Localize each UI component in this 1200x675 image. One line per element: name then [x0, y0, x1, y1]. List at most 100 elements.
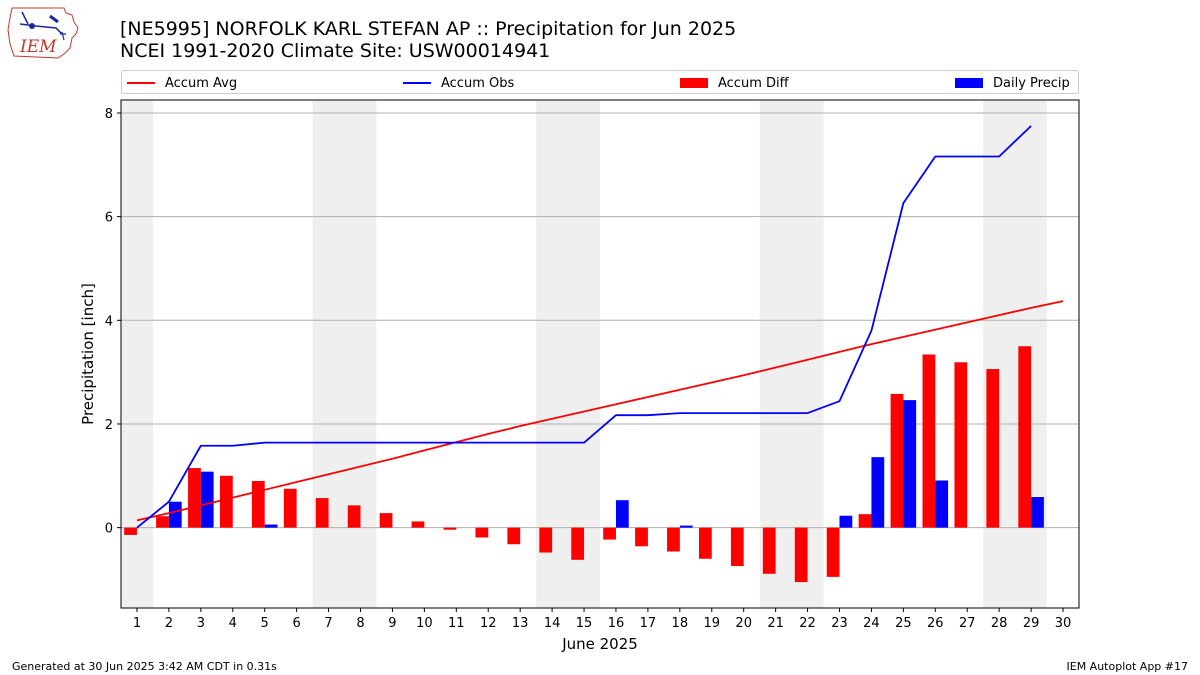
weekend-band: [312, 100, 377, 608]
x-axis-label: June 2025: [561, 635, 638, 653]
x-tick-label: 25: [895, 616, 912, 631]
bar-accum-diff: [539, 527, 553, 553]
bar-accum-diff: [283, 488, 297, 528]
bar-daily-precip: [679, 525, 693, 528]
bar-daily-precip: [615, 500, 629, 528]
y-axis-label: Precipitation [inch]: [79, 283, 97, 425]
footer-app: IEM Autoplot App #17: [1066, 660, 1189, 673]
bar-accum-diff: [571, 527, 585, 560]
line-accum-obs: [136, 125, 1032, 529]
bar-daily-precip: [839, 515, 853, 528]
bar-daily-precip: [264, 524, 278, 528]
x-tick-label: 23: [831, 616, 848, 631]
x-tick-label: 4: [229, 616, 237, 631]
weekend-band: [983, 100, 1048, 608]
x-tick-label: 13: [512, 616, 529, 631]
legend: Accum Avg Accum Obs Accum Diff Daily Pre…: [121, 70, 1079, 94]
legend-swatch-diff: [680, 78, 708, 88]
bar-accum-diff: [315, 498, 329, 528]
chart-title: [NE5995] NORFOLK KARL STEFAN AP :: Preci…: [120, 18, 737, 40]
bar-accum-diff: [411, 521, 425, 528]
y-tick-label: 6: [105, 211, 113, 226]
x-tick-label: 1: [133, 616, 141, 631]
bar-daily-precip: [200, 471, 214, 528]
bar-daily-precip: [871, 457, 885, 528]
bar-accum-diff: [922, 354, 936, 528]
bar-accum-diff: [347, 505, 361, 528]
x-tick-label: 5: [261, 616, 269, 631]
x-axis-ticks: 1 2 3 4 5 6 7 8 9 10 11 12 13 14 15 16 17 18 19 20 21 22 23 24 2…: [133, 608, 1071, 631]
bar-accum-diff: [826, 527, 840, 577]
x-tick-label: 18: [672, 616, 689, 631]
x-tick-label: 24: [863, 616, 880, 631]
x-tick-label: 12: [480, 616, 497, 631]
x-tick-label: 14: [544, 616, 561, 631]
x-tick-label: 2: [165, 616, 173, 631]
x-tick-label: 7: [324, 616, 332, 631]
footer-generated: Generated at 30 Jun 2025 3:42 AM CDT in …: [12, 660, 277, 673]
legend-item-obs: Accum Obs: [403, 74, 514, 92]
bar-accum-diff: [188, 468, 201, 528]
x-tick-label: 27: [959, 616, 976, 631]
legend-item-avg: Accum Avg: [127, 74, 237, 92]
bar-accum-diff: [762, 527, 776, 574]
bar-accum-diff: [156, 516, 169, 528]
x-tick-label: 22: [799, 616, 816, 631]
weekend-band: [759, 100, 824, 608]
x-tick-label: 10: [416, 616, 433, 631]
bar-accum-diff: [635, 527, 648, 547]
y-tick-label: 2: [105, 418, 113, 433]
bar-daily-precip: [903, 400, 917, 528]
y-gridlines: [121, 112, 1079, 529]
bar-accum-diff: [730, 527, 744, 567]
bar-accum-diff: [603, 527, 616, 540]
chart-subtitle: NCEI 1991-2020 Climate Site: USW00014941: [120, 40, 551, 62]
legend-swatch-daily: [955, 78, 983, 88]
bar-accum-diff: [251, 481, 265, 528]
weekend-band: [121, 100, 153, 608]
x-tick-label: 17: [640, 616, 657, 631]
bar-daily-precip: [1031, 497, 1044, 528]
x-tick-label: 8: [356, 616, 364, 631]
y-tick-label: 8: [105, 107, 113, 122]
y-tick-label: 0: [105, 522, 113, 537]
x-tick-label: 26: [927, 616, 944, 631]
x-tick-label: 11: [448, 616, 465, 631]
bar-accum-diff: [698, 527, 712, 559]
plot-frame: [120, 99, 1080, 609]
legend-label-diff: Accum Diff: [718, 75, 789, 91]
x-tick-label: 9: [388, 616, 396, 631]
x-tick-label: 29: [1023, 616, 1040, 631]
legend-label-obs: Accum Obs: [441, 75, 515, 91]
x-tick-label: 28: [991, 616, 1008, 631]
bar-accum-diff: [379, 513, 393, 528]
bar-accum-diff: [890, 393, 904, 528]
weekend-band: [536, 100, 600, 608]
x-tick-label: 30: [1055, 616, 1072, 631]
x-tick-label: 21: [767, 616, 784, 631]
bar-accum-diff: [986, 369, 1000, 528]
bar-daily-precip: [168, 501, 182, 528]
bar-accum-diff: [124, 527, 137, 535]
bar-accum-diff: [507, 527, 521, 545]
x-tick-label: 20: [735, 616, 752, 631]
bar-accum-diff: [667, 527, 680, 552]
x-tick-label: 3: [197, 616, 205, 631]
logo-text: IEM: [19, 37, 57, 57]
legend-label-daily: Daily Precip: [993, 75, 1070, 91]
legend-swatch-avg: [127, 82, 155, 84]
bar-accum-diff: [443, 527, 457, 530]
bar-accum-diff: [475, 527, 489, 538]
legend-label-avg: Accum Avg: [165, 75, 238, 91]
bar-accum-diff: [954, 362, 968, 528]
line-accum-avg: [136, 300, 1064, 522]
legend-item-daily: Daily Precip: [955, 74, 1070, 92]
bar-accum-diff: [858, 514, 872, 528]
bar-accum-diff: [219, 475, 233, 528]
y-axis-ticks: 0 2 4 6 8: [105, 107, 121, 537]
x-tick-label: 15: [576, 616, 593, 631]
bar-daily-precip: [935, 480, 949, 528]
x-tick-label: 16: [608, 616, 625, 631]
bar-accum-diff: [794, 527, 808, 583]
